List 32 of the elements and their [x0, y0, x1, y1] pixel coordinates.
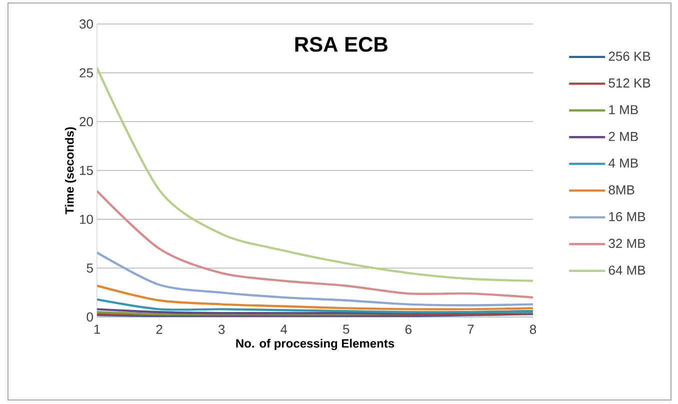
legend-label: 8MB — [608, 185, 634, 194]
legend-label: 16 MB — [609, 212, 646, 222]
x-axis-title: No. of processing Elements — [236, 338, 394, 350]
x-tick-label: 2 — [156, 324, 162, 334]
line-series — [97, 284, 533, 310]
y-tick-label: 15 — [80, 166, 93, 176]
line-series — [97, 298, 533, 314]
legend-label: 256 KB — [608, 52, 650, 61]
legend-label: 4 MB — [608, 158, 638, 168]
x-tick-label: 7 — [468, 324, 474, 334]
x-tick-label: 6 — [405, 324, 412, 334]
x-tick-label: 8 — [530, 324, 536, 334]
y-tick-label: 0 — [86, 312, 93, 322]
legend-label: 1 MB — [609, 105, 638, 114]
x-tick-label: 3 — [218, 324, 225, 334]
legend-label: 64 MB — [608, 266, 646, 275]
y-tick-label: 30 — [80, 19, 93, 29]
y-tick-label: 5 — [86, 264, 93, 273]
y-tick-label: 25 — [80, 68, 93, 78]
legend-label: 512 KB — [608, 78, 650, 88]
line-series — [97, 190, 533, 299]
legend-label: 32 MB — [608, 238, 646, 248]
line-series — [97, 251, 533, 306]
y-tick-label: 10 — [80, 214, 93, 224]
x-tick-label: 1 — [94, 324, 100, 334]
chart-title: RSA ECB — [295, 36, 388, 52]
x-tick-label: 4 — [280, 324, 288, 334]
x-tick-label: 5 — [343, 324, 350, 334]
legend-label: 2 MB — [608, 132, 638, 141]
y-tick-label: 20 — [80, 117, 93, 126]
line-series — [97, 66, 533, 282]
y-axis-title: Time (seconds) — [64, 127, 76, 214]
